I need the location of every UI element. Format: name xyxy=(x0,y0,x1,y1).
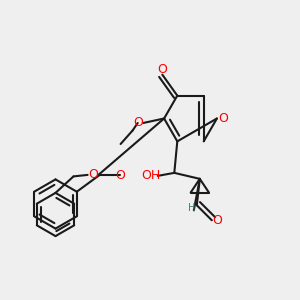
Text: H: H xyxy=(188,203,195,213)
Text: O: O xyxy=(212,214,222,227)
Text: O: O xyxy=(88,168,98,182)
Text: OH: OH xyxy=(142,169,161,182)
Text: O: O xyxy=(158,63,167,76)
Text: O: O xyxy=(115,169,124,182)
Text: O: O xyxy=(133,116,142,130)
Text: O: O xyxy=(219,112,228,125)
